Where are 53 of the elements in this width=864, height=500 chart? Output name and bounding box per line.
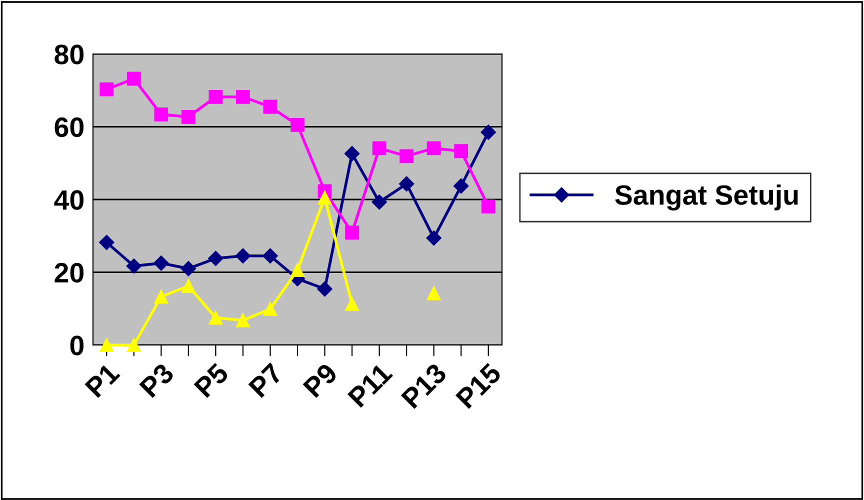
point: [154, 256, 169, 271]
point: [180, 261, 196, 276]
point: [345, 296, 359, 311]
point: [344, 146, 360, 162]
x-tick-label: P1: [84, 362, 120, 398]
point: [345, 226, 359, 240]
y-tick-label: 40: [54, 190, 84, 210]
point: [262, 248, 278, 264]
point: [126, 338, 141, 352]
point: [426, 230, 442, 246]
x-tick-label: P3: [138, 362, 175, 398]
point: [481, 199, 496, 214]
point: [426, 141, 441, 156]
y-tick-label: 60: [54, 117, 84, 138]
point: [454, 144, 468, 158]
point: [154, 290, 168, 304]
point: [290, 263, 304, 278]
x-tick-label: P9: [302, 362, 338, 398]
point: [318, 190, 332, 205]
point: [398, 176, 414, 192]
x-tick-label: P13: [400, 362, 448, 410]
point: [235, 248, 251, 264]
point: [126, 258, 142, 274]
point: [208, 250, 224, 266]
point: [100, 338, 114, 352]
point: [317, 281, 332, 297]
point: [236, 313, 250, 328]
point: [181, 279, 196, 294]
y-tick-label: 0: [70, 336, 84, 356]
point: [372, 141, 386, 156]
point: [236, 90, 250, 104]
y-tick-label: 80: [54, 44, 84, 64]
legend-label: Sangat Setuju: [615, 184, 798, 211]
point: [208, 310, 223, 325]
x-tick-label: P11: [347, 362, 393, 408]
x-tick-label: P5: [194, 362, 230, 398]
point: [372, 194, 387, 210]
point: [126, 72, 141, 86]
point: [100, 82, 114, 96]
point: [290, 118, 304, 132]
point: [208, 90, 223, 104]
x-tick-label: P7: [248, 362, 284, 398]
point: [263, 302, 278, 316]
x-tick-label: P15: [455, 362, 502, 410]
point: [181, 110, 196, 124]
point: [263, 100, 278, 114]
point: [400, 149, 414, 164]
point: [454, 178, 469, 194]
point: [154, 107, 168, 122]
y-tick-label: 20: [54, 262, 84, 283]
point: [426, 286, 441, 300]
point: [480, 124, 496, 140]
point: [99, 234, 114, 250]
